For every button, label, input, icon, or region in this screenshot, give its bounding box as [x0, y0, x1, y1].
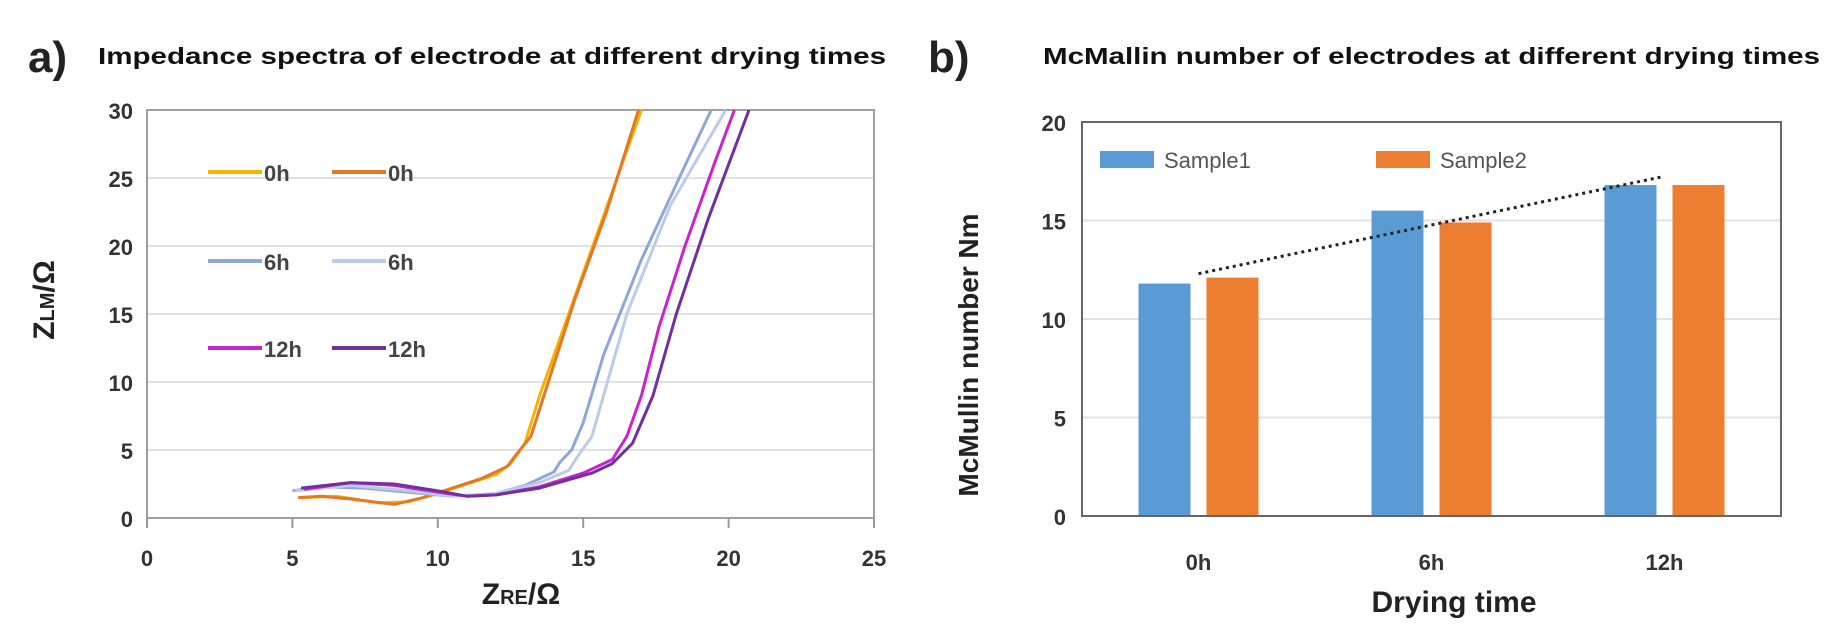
y-axis-label-b: McMullin number Nm	[953, 213, 984, 496]
bar-Sample2-6h	[1439, 222, 1492, 516]
legend-swatch	[1376, 151, 1430, 168]
bar-Sample1-0h	[1138, 283, 1191, 516]
grid-b	[1082, 219, 1781, 419]
trendline	[1198, 175, 1661, 276]
mcmullin-chart: b) McMallin number of electrodes at diff…	[928, 33, 1820, 619]
series-lines-a	[292, 109, 751, 506]
x-tick-label: 12h	[1646, 550, 1684, 575]
series-line-0h-1	[301, 109, 643, 505]
y-tick-label: 10	[109, 371, 133, 396]
y-tick-label: 10	[1042, 308, 1066, 333]
legend-label: 6h	[388, 250, 414, 275]
panel-label-b: b)	[928, 33, 970, 82]
grid-a	[147, 177, 874, 451]
y-tick-label: 20	[109, 235, 133, 260]
bar-Sample2-12h	[1672, 185, 1725, 517]
series-line-12h-2	[300, 109, 751, 498]
plot-frame-b	[1081, 121, 1782, 517]
y-tick-label: 15	[109, 303, 133, 328]
legend-b: Sample1 Sample2	[1100, 148, 1527, 173]
series-line-6h-2	[295, 109, 727, 498]
series-line-12h-1	[303, 109, 736, 498]
y-tick-label: 0	[121, 507, 133, 532]
y-tick-label: 5	[1054, 407, 1066, 432]
x-tick-label: 15	[571, 546, 595, 571]
legend-label: 0h	[264, 161, 290, 186]
series-line-0h-2	[298, 109, 640, 506]
y-tick-label: 0	[1054, 505, 1066, 530]
bar-Sample1-12h	[1604, 185, 1657, 517]
legend-label: Sample1	[1164, 148, 1251, 173]
legend-label: 6h	[264, 250, 290, 275]
legend-label: 12h	[264, 337, 302, 362]
series-line-6h-1	[292, 109, 713, 498]
impedance-chart: a) Impedance spectra of electrode at dif…	[28, 33, 886, 611]
x-tick-label: 10	[426, 546, 450, 571]
chart-title-a: Impedance spectra of electrode at differ…	[98, 43, 886, 69]
y-tick-label: 25	[109, 167, 133, 192]
x-tick-label: 0	[141, 546, 153, 571]
legend-label: 0h	[388, 161, 414, 186]
legend-label: Sample2	[1440, 148, 1527, 173]
y-tick-label: 20	[1042, 111, 1066, 136]
legend-swatch	[1100, 151, 1154, 168]
y-axis-label-a: ZLM/Ω	[28, 260, 61, 340]
chart-title-b: McMallin number of electrodes at differe…	[1043, 43, 1820, 69]
bars-b	[1138, 175, 1725, 517]
x-tick-label: 5	[286, 546, 298, 571]
ticks-a: 0 5 10 15 20 25 30 0 5 10 15 20 25	[109, 99, 887, 571]
x-axis-label-b: Drying time	[1371, 586, 1536, 619]
x-tick-label: 20	[716, 546, 740, 571]
legend-label: 12h	[388, 337, 426, 362]
x-tick-label: 6h	[1419, 550, 1445, 575]
plot-frame-a	[146, 109, 875, 519]
bar-Sample1-6h	[1371, 210, 1424, 516]
legend-a: 0h 0h 6h 6h 12h 12h	[208, 161, 426, 362]
y-tick-label: 15	[1042, 210, 1066, 235]
y-tick-label: 5	[121, 439, 133, 464]
x-axis-label-a: ZRE/Ω	[482, 578, 561, 611]
panel-label-a: a)	[28, 33, 67, 82]
y-tick-label: 30	[109, 99, 133, 124]
x-tick-label: 0h	[1186, 550, 1212, 575]
bar-Sample2-0h	[1206, 277, 1259, 516]
ticks-b: 0 5 10 15 20 0h 6h 12h	[1042, 111, 1684, 575]
x-tick-label: 25	[862, 546, 886, 571]
